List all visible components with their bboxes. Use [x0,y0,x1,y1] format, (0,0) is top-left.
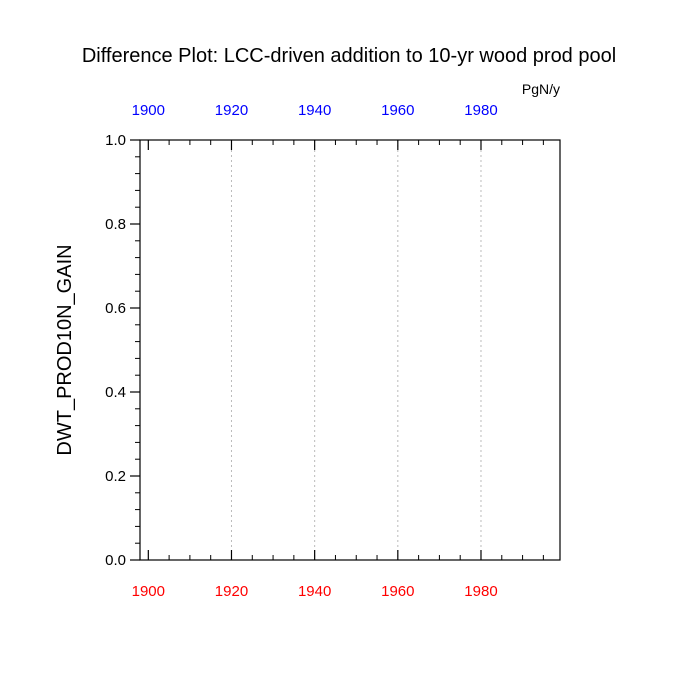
x-tick-label-bottom: 1980 [464,583,497,600]
x-tick-labels-bottom: 1900 1920 1940 1960 1980 [132,583,498,600]
major-ticks [130,139,482,561]
x-tick-label-top: 1900 [132,102,165,119]
x-tick-label-top: 1920 [215,102,248,119]
x-tick-label-top: 1960 [381,102,414,119]
x-tick-label-top: 1980 [464,102,497,119]
y-axis-label: DWT_PROD10N_GAIN [54,244,76,455]
minor-ticks [135,140,544,560]
y-tick-label: 0.8 [105,216,126,233]
y-tick-label: 0.2 [105,468,126,485]
x-tick-label-bottom: 1940 [298,583,331,600]
y-tick-label: 0.0 [105,552,126,569]
y-tick-label: 1.0 [105,132,126,149]
chart-title: Difference Plot: LCC-driven addition to … [82,45,616,67]
gridlines [230,140,482,560]
x-tick-label-bottom: 1920 [215,583,248,600]
y-tick-label: 0.6 [105,300,126,317]
y-tick-labels: 0.0 0.2 0.4 0.6 0.8 1.0 [105,132,126,569]
units-label: PgN/y [522,81,560,97]
x-tick-labels-top: 1900 1920 1940 1960 1980 [132,102,498,119]
x-tick-label-bottom: 1900 [132,583,165,600]
x-tick-label-top: 1940 [298,102,331,119]
x-tick-label-bottom: 1960 [381,583,414,600]
plot-frame [139,139,561,561]
y-tick-label: 0.4 [105,384,126,401]
